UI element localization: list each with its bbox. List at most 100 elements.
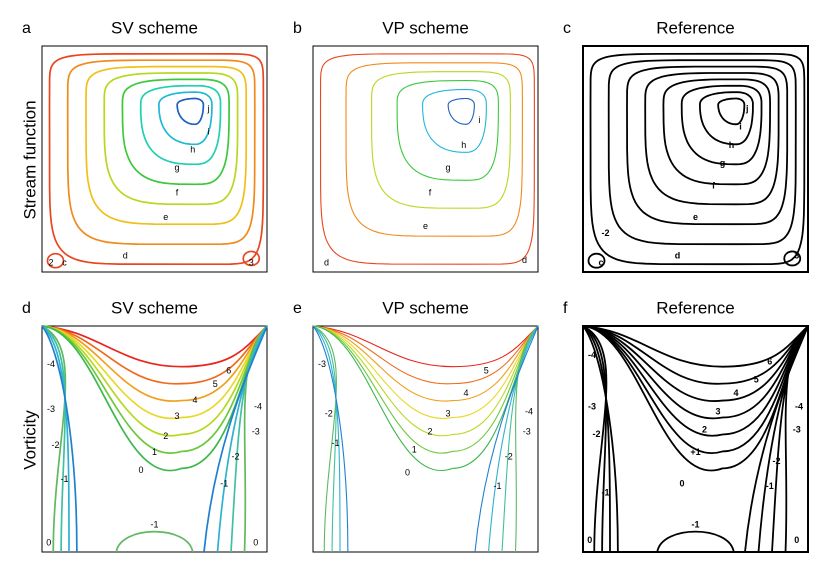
- panel-letter: a: [22, 20, 31, 37]
- contour-label: 0: [253, 537, 258, 547]
- contour-label: 0: [794, 535, 799, 545]
- contour: [41, 325, 268, 368]
- contour-label: -3: [318, 359, 326, 369]
- contour-label: g: [720, 158, 726, 168]
- row-label: Vorticity: [20, 410, 39, 470]
- panel-letter: e: [293, 300, 302, 317]
- contour: [757, 325, 809, 553]
- contour: [216, 325, 268, 553]
- plot-frame: [41, 325, 268, 553]
- panel-title: SV scheme: [111, 18, 198, 37]
- contour: [103, 72, 239, 206]
- contour-label: 5: [213, 379, 218, 389]
- contour: [312, 325, 337, 553]
- panel-title: VP scheme: [382, 298, 469, 317]
- contour-label: -2: [505, 451, 513, 461]
- contour-label: +1: [690, 447, 700, 457]
- contour-label: d: [675, 251, 681, 261]
- corner-eddy: [783, 250, 802, 267]
- contour: [312, 325, 539, 472]
- contour: [447, 97, 475, 125]
- contour: [312, 325, 539, 454]
- plot-frame: [312, 45, 539, 273]
- contour: [589, 52, 806, 266]
- contour-label: 0: [405, 467, 410, 477]
- contour: [656, 530, 735, 553]
- contour: [744, 325, 809, 553]
- contour: [230, 325, 268, 553]
- contour: [582, 325, 619, 553]
- contour-label: j: [207, 104, 210, 114]
- contour-label: -2: [772, 456, 780, 466]
- contour: [680, 84, 763, 166]
- contour-label: 4: [733, 388, 738, 398]
- contour: [139, 84, 222, 166]
- contour: [158, 91, 213, 146]
- contour: [203, 325, 268, 553]
- plot-frame: [582, 325, 809, 553]
- contour: [121, 78, 230, 186]
- panel: b VP scheme i h g f e d d: [293, 18, 539, 273]
- contour-label: -4: [588, 350, 596, 360]
- contour: [312, 325, 349, 553]
- contour-label: h: [729, 140, 735, 150]
- contour-label: -2: [51, 440, 59, 450]
- contour: [312, 325, 539, 437]
- contour-label: c: [62, 257, 67, 267]
- contour-label: i: [739, 122, 742, 132]
- panel-letter: c: [563, 20, 571, 37]
- contour-label: -3: [793, 424, 801, 434]
- contour-label: j: [745, 104, 749, 114]
- contour-label: 0: [46, 537, 51, 547]
- contour: [41, 325, 268, 420]
- contour-label: e: [163, 212, 168, 222]
- contour: [48, 52, 265, 266]
- corner-eddy: [587, 252, 606, 269]
- contour-label: i: [479, 115, 481, 125]
- contour: [41, 325, 78, 553]
- contour: [582, 325, 809, 402]
- panel-letter: b: [293, 20, 302, 37]
- contour-label: 2: [702, 424, 707, 434]
- contour-label: -1: [691, 519, 699, 529]
- contour-label: -1: [601, 488, 609, 498]
- contour-label: 3: [715, 406, 720, 416]
- contour-label: 2: [48, 257, 53, 267]
- contour-label: f: [176, 187, 179, 197]
- contour: [422, 89, 487, 153]
- panel-letter: f: [563, 300, 568, 317]
- contour-label: 5: [754, 375, 759, 385]
- contour: [698, 91, 754, 146]
- contour: [312, 325, 539, 419]
- contour-label: -3: [523, 427, 531, 437]
- contour: [41, 325, 268, 472]
- panel-title: SV scheme: [111, 298, 198, 317]
- contour: [345, 62, 523, 237]
- contour: [41, 325, 268, 402]
- contour-label: 4: [463, 388, 468, 398]
- row-label: Stream function: [20, 100, 39, 219]
- panel: f Reference 65 4 32 +1 0 -1 -2 -3 -4 -4 -3 -2 -1 0 0 -1: [563, 298, 809, 553]
- panel-title: VP scheme: [382, 18, 469, 37]
- contour-label: -4: [254, 402, 262, 412]
- contour-label: 0: [587, 535, 592, 545]
- contour: [41, 325, 268, 385]
- contour-label: c: [598, 257, 603, 267]
- contour: [784, 325, 809, 553]
- contour-label: 2: [427, 427, 432, 437]
- contour-label: 3: [249, 257, 254, 267]
- contour: [582, 325, 809, 437]
- contour-label: 3: [445, 409, 450, 419]
- contour: [487, 325, 539, 553]
- contour: [41, 325, 268, 455]
- contour: [582, 325, 809, 455]
- contour-label: -4: [525, 406, 533, 416]
- contour: [115, 530, 194, 553]
- contour-label: -3: [588, 402, 596, 412]
- contour-label: -2: [592, 429, 600, 439]
- panel-letter: d: [22, 300, 31, 317]
- contour: [474, 325, 539, 553]
- contour: [501, 325, 539, 553]
- contour-label: 0: [138, 465, 143, 475]
